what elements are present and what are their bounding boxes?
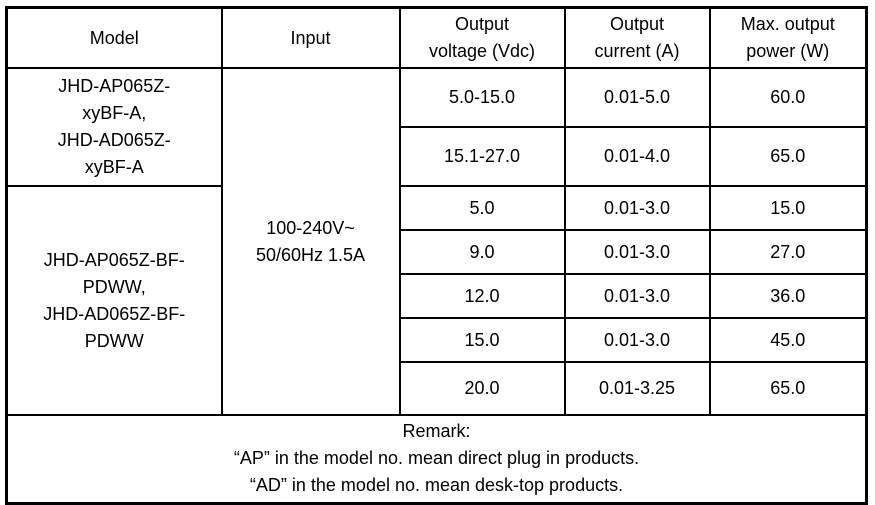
current-cell: 0.01-3.25 [563,361,711,416]
header-input: Input [220,6,401,69]
voltage-cell: 20.0 [398,361,566,416]
spec-row: 15.0 0.01-3.0 45.0 [7,317,868,363]
current-cell: 0.01-3.0 [563,317,711,363]
voltage-cell: 12.0 [398,273,566,319]
header-output-voltage-line1: Output [454,14,510,34]
current-cell: 0.01-3.0 [563,273,711,319]
current-cell: 0.01-3.0 [563,185,711,231]
remark-ad-note: “AD” in the model no. mean desk-top prod… [249,475,624,496]
remark-ap-note: “AP” in the model no. mean direct plug i… [233,448,640,469]
input-cell: 100-240V~ 50/60Hz 1.5A [220,67,401,416]
power-cell: 27.0 [708,229,868,275]
voltage-cell: 5.0-15.0 [398,67,566,128]
current-cell: 0.01-5.0 [563,67,711,128]
spec-row: 15.1-27.0 0.01-4.0 65.0 [7,126,868,187]
spec-row: JHD-AP065Z-BF- PDWW, JHD-AD065Z-BF- PDWW… [5,185,868,416]
voltage-cell: 15.0 [398,317,566,363]
power-spec-table: Model Input Output voltage (Vdc) Output … [5,6,868,505]
model-b-line1: JHD-AP065Z-BF- [43,249,185,270]
voltage-cell: 5.0 [398,185,566,231]
header-max-output-power-line2: power (W) [746,41,830,61]
power-cell: 36.0 [708,273,868,319]
remark-cell: Remark: “AP” in the model no. mean direc… [5,414,868,504]
model-group-b-cell: JHD-AP065Z-BF- PDWW, JHD-AD065Z-BF- PDWW [5,185,223,416]
input-line2: 50/60Hz 1.5A [255,244,366,265]
header-output-current-line2: current (A) [594,41,680,61]
header-max-output-power: Max. output power (W) [708,6,868,69]
spec-row: 12.0 0.01-3.0 36.0 [7,273,868,319]
model-group-a-cell: JHD-AP065Z- xyBF-A, JHD-AD065Z- xyBF-A [5,67,223,187]
model-b-line3: JHD-AD065Z-BF- [43,303,186,324]
spec-row: JHD-AP065Z- xyBF-A, JHD-AD065Z- xyBF-A 1… [5,67,868,416]
model-b-line2: PDWW, [82,276,146,297]
current-cell: 0.01-4.0 [563,126,711,187]
spec-row: 9.0 0.01-3.0 27.0 [7,229,868,275]
voltage-cell: 9.0 [398,229,566,275]
header-row: Model Input Output voltage (Vdc) Output … [5,6,868,69]
header-model: Model [5,6,223,69]
header-output-current-line1: Output [609,14,665,34]
model-a-line4: xyBF-A [84,157,144,177]
current-cell: 0.01-3.0 [563,229,711,275]
power-cell: 65.0 [708,361,868,416]
header-max-output-power-line1: Max. output [740,14,835,34]
voltage-cell: 15.1-27.0 [398,126,566,187]
model-b-line4: PDWW [84,330,144,351]
power-cell: 45.0 [708,317,868,363]
power-cell: 15.0 [708,185,868,231]
power-cell: 65.0 [708,126,868,187]
header-output-voltage-line2: voltage (Vdc) [428,41,536,61]
input-line1: 100-240V~ [266,217,355,238]
model-a-line2: xyBF-A, [82,103,147,123]
power-cell: 60.0 [708,67,868,128]
remark-title: Remark: [402,421,471,442]
header-output-current: Output current (A) [563,6,711,69]
spec-row: 20.0 0.01-3.25 65.0 [7,361,868,416]
model-a-line3: JHD-AD065Z- [57,130,171,150]
header-output-voltage: Output voltage (Vdc) [398,6,566,69]
model-a-line1: JHD-AP065Z- [58,76,171,96]
remark-row: Remark: “AP” in the model no. mean direc… [5,414,868,504]
